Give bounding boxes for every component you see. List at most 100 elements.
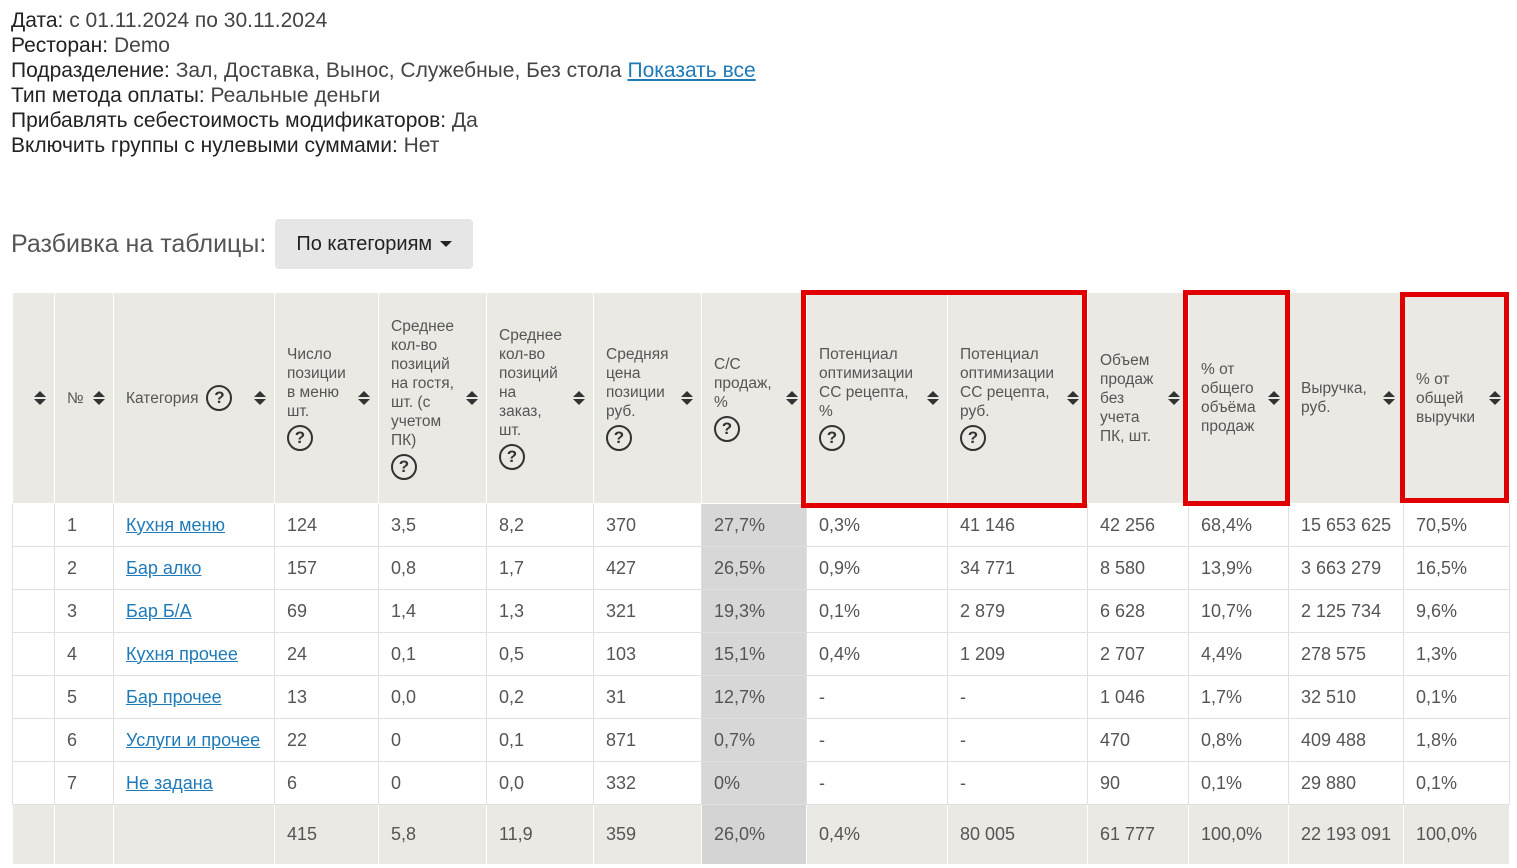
avg-per-guest-cell: 0 (378, 718, 487, 762)
sort-icon[interactable] (93, 391, 105, 405)
help-icon[interactable]: ? (206, 385, 233, 411)
split-dropdown-value: По категориям (296, 232, 433, 255)
totals-empty-cell (12, 804, 55, 865)
category-link[interactable]: Услуги и прочее (126, 729, 261, 750)
total-revenue-pct: 100,0% (1403, 804, 1510, 865)
avg-per-guest-cell: 0,0 (378, 675, 487, 719)
column-header-volume-pct: % от общего объёма продаж (1188, 292, 1289, 504)
param-label: Включить группы с нулевыми суммами: (11, 134, 398, 157)
avg-per-guest-cell: 0 (378, 761, 487, 805)
help-icon[interactable]: ? (499, 444, 525, 470)
row-number: 6 (54, 718, 114, 762)
avg-price-cell: 103 (593, 632, 702, 676)
optimization-rub-cell: 34 771 (947, 546, 1088, 590)
category-cell: Услуги и прочее (113, 718, 275, 762)
param-label: Дата: (11, 9, 64, 32)
avg-price-cell: 332 (593, 761, 702, 805)
column-header-label: % от общего объёма продаж (1201, 361, 1256, 435)
avg-price-cell: 370 (593, 503, 702, 547)
volume-pct-cell: 0,1% (1188, 761, 1289, 805)
revenue-cell: 2 125 734 (1288, 589, 1404, 633)
volume-pct-cell: 4,4% (1188, 632, 1289, 676)
help-icon[interactable]: ? (606, 425, 632, 451)
param-value: Да (451, 109, 478, 132)
sort-icon[interactable] (1168, 391, 1180, 405)
row-number: 3 (54, 589, 114, 633)
avg-price-cell: 427 (593, 546, 702, 590)
param-label: Подразделение: (11, 59, 170, 82)
row-select-cell (12, 546, 55, 590)
category-link[interactable]: Кухня меню (126, 514, 225, 535)
param-value: с 01.11.2024 по 30.11.2024 (69, 9, 328, 32)
column-header-label: № (67, 389, 84, 407)
avg-per-guest-cell: 0,8 (378, 546, 487, 590)
sort-icon[interactable] (466, 391, 478, 405)
volume-pct-cell: 0,8% (1188, 718, 1289, 762)
category-cell: Бар Б/А (113, 589, 275, 633)
optimization-rub-cell: - (947, 675, 1088, 719)
sort-icon[interactable] (1489, 391, 1501, 405)
avg-per-guest-cell: 0,1 (378, 632, 487, 676)
sort-icon[interactable] (681, 391, 693, 405)
optimization-pct-cell: 0,1% (806, 589, 948, 633)
volume-pct-cell: 68,4% (1188, 503, 1289, 547)
row-select-cell (12, 761, 55, 805)
category-link[interactable]: Бар прочее (126, 686, 222, 707)
sort-icon[interactable] (1067, 391, 1079, 405)
sort-icon[interactable] (573, 391, 585, 405)
table-split-control: Разбивка на таблицы: По категориям (11, 219, 474, 269)
caret-down-icon (440, 241, 453, 247)
revenue-pct-cell: 0,1% (1403, 675, 1510, 719)
sort-icon[interactable] (1268, 391, 1280, 405)
total-sales-volume: 61 777 (1087, 804, 1189, 865)
category-link[interactable]: Бар алко (126, 557, 202, 578)
column-header-avg-price: Средняя цена позиции руб.? (593, 292, 702, 504)
param-label: Прибавлять себестоимость модификаторов: (11, 109, 447, 132)
revenue-pct-cell: 70,5% (1403, 503, 1510, 547)
param-label: Ресторан: (11, 34, 109, 57)
category-link[interactable]: Кухня прочее (126, 643, 238, 664)
sort-icon[interactable] (1383, 391, 1395, 405)
total-avg-per-order: 11,9 (486, 804, 594, 865)
volume-pct-cell: 1,7% (1188, 675, 1289, 719)
table-row: 7 Не задана 6 0 0,0 332 0% - - 90 0,1% 2… (12, 761, 1510, 805)
avg-per-order-cell: 0,2 (486, 675, 594, 719)
avg-per-order-cell: 8,2 (486, 503, 594, 547)
sales-volume-cell: 1 046 (1087, 675, 1189, 719)
sort-icon[interactable] (254, 391, 266, 405)
total-avg-per-guest: 5,8 (378, 804, 487, 865)
menu-count-cell: 6 (274, 761, 379, 805)
help-icon[interactable]: ? (391, 453, 417, 480)
total-optimization-pct: 0,4% (806, 804, 948, 865)
split-dropdown-button[interactable]: По категориям (275, 219, 474, 269)
table-row: 4 Кухня прочее 24 0,1 0,5 103 15,1% 0,4%… (12, 632, 1510, 676)
help-icon[interactable]: ? (819, 425, 845, 451)
show-all-link[interactable]: Показать все (627, 59, 756, 82)
help-icon[interactable]: ? (960, 425, 986, 451)
help-icon[interactable]: ? (714, 415, 740, 442)
row-number: 5 (54, 675, 114, 719)
optimization-pct-cell: - (806, 675, 948, 719)
param-payment-type: Тип метода оплаты: Реальные деньги (11, 83, 756, 108)
column-header-label: Средняя цена позиции руб. (606, 346, 669, 420)
optimization-rub-cell: 41 146 (947, 503, 1088, 547)
sort-icon[interactable] (786, 391, 798, 405)
help-icon[interactable]: ? (287, 425, 313, 451)
category-link[interactable]: Бар Б/А (126, 600, 192, 621)
column-header-label: Потенциал оптимизации СС рецепта, руб. (960, 346, 1055, 420)
column-header-number: № (54, 292, 114, 504)
table-row: 5 Бар прочее 13 0,0 0,2 31 12,7% - - 1 0… (12, 675, 1510, 719)
sort-icon[interactable] (358, 391, 370, 405)
param-label: Тип метода оплаты: (11, 84, 205, 107)
table-row: 6 Услуги и прочее 22 0 0,1 871 0,7% - - … (12, 718, 1510, 762)
sort-icon[interactable] (927, 391, 939, 405)
category-link[interactable]: Не задана (126, 772, 213, 793)
column-header-label: Число позиции в меню шт. (287, 346, 346, 420)
category-cell: Кухня меню (113, 503, 275, 547)
sort-icon[interactable] (34, 391, 46, 405)
optimization-rub-cell: - (947, 761, 1088, 805)
category-cell: Бар алко (113, 546, 275, 590)
param-value: Demo (113, 34, 170, 57)
param-date: Дата: с 01.11.2024 по 30.11.2024 (11, 8, 756, 33)
revenue-pct-cell: 16,5% (1403, 546, 1510, 590)
